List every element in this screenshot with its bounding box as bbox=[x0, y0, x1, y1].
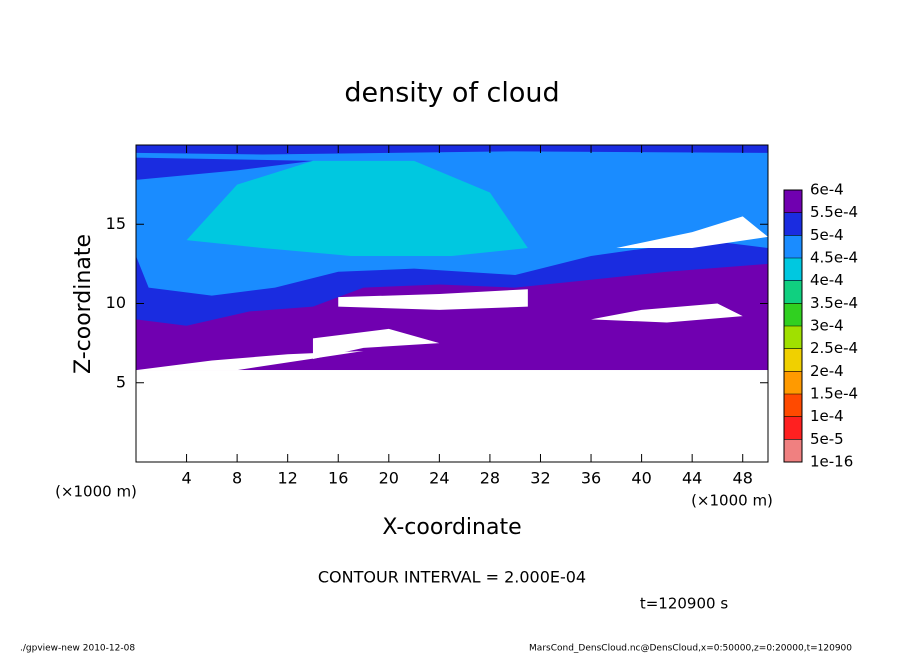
x-tick-label: 20 bbox=[379, 469, 399, 488]
colorbar-band bbox=[784, 258, 802, 281]
footer-right: MarsCond_DensCloud.nc@DensCloud,x=0:5000… bbox=[529, 644, 852, 654]
field-region bbox=[186, 160, 528, 256]
colorbar-band bbox=[784, 371, 802, 394]
colorbar-label: 5.5e-4 bbox=[810, 203, 858, 221]
x-tick-label: 36 bbox=[581, 469, 601, 488]
colorbar-label: 2.5e-4 bbox=[810, 339, 858, 357]
colorbar-band bbox=[784, 212, 802, 236]
x-tick-label: 24 bbox=[429, 469, 449, 488]
field-hole bbox=[312, 328, 440, 359]
y-axis-label: Z-coordinate bbox=[71, 234, 96, 374]
colorbar-label: 1e-4 bbox=[810, 407, 844, 425]
y-tick-label: 10 bbox=[106, 293, 126, 312]
contour-field bbox=[136, 145, 768, 462]
x-tick-label: 48 bbox=[733, 469, 753, 488]
colorbar-label: 5e-4 bbox=[810, 226, 844, 244]
x-tick-label: 12 bbox=[278, 469, 298, 488]
contour-interval: CONTOUR INTERVAL = 2.000E-04 bbox=[318, 568, 586, 587]
colorbar-label: 5e-5 bbox=[810, 430, 844, 448]
footer-left: ./gpview-new 2010-12-08 bbox=[20, 644, 135, 654]
colorbar-label: 3.5e-4 bbox=[810, 294, 858, 312]
x-tick-label: 32 bbox=[530, 469, 550, 488]
below-field bbox=[136, 370, 768, 462]
colorbar-band bbox=[784, 190, 802, 213]
colorbar-label: 4.5e-4 bbox=[810, 249, 858, 267]
colorbar-label: 1e-16 bbox=[810, 453, 853, 471]
x-tick-label: 28 bbox=[480, 469, 500, 488]
colorbar-band bbox=[784, 235, 802, 258]
colorbar-label: 4e-4 bbox=[810, 271, 844, 289]
colorbar-label: 6e-4 bbox=[810, 181, 844, 199]
time-label: t=120900 s bbox=[640, 595, 728, 613]
colorbar-band bbox=[784, 303, 802, 326]
field-hole bbox=[591, 303, 743, 323]
x-axis-label: X-coordinate bbox=[382, 515, 521, 540]
chart-title: density of cloud bbox=[344, 78, 559, 109]
colorbar-label: 3e-4 bbox=[810, 317, 844, 335]
x-tick-label: 40 bbox=[631, 469, 651, 488]
colorbar-band bbox=[784, 280, 802, 304]
y-tick-label: 5 bbox=[116, 372, 126, 391]
colorbar-band bbox=[784, 416, 802, 440]
x-tick-label: 4 bbox=[181, 469, 191, 488]
colorbar-label: 2e-4 bbox=[810, 362, 844, 380]
field-hole bbox=[616, 216, 768, 249]
y-unit: (×1000 m) bbox=[55, 483, 137, 501]
colorbar-band bbox=[784, 326, 802, 349]
x-unit: (×1000 m) bbox=[691, 492, 773, 510]
y-tick-label: 15 bbox=[106, 214, 126, 233]
field-hole bbox=[136, 351, 364, 371]
colorbar-band bbox=[784, 439, 802, 462]
x-tick-label: 8 bbox=[232, 469, 242, 488]
colorbar-label: 1.5e-4 bbox=[810, 385, 858, 403]
x-tick-label: 16 bbox=[328, 469, 348, 488]
field-region bbox=[136, 157, 313, 180]
colorbar-band bbox=[784, 394, 802, 417]
x-tick-label: 44 bbox=[682, 469, 702, 488]
field-hole bbox=[338, 289, 528, 310]
colorbar-band bbox=[784, 348, 802, 372]
